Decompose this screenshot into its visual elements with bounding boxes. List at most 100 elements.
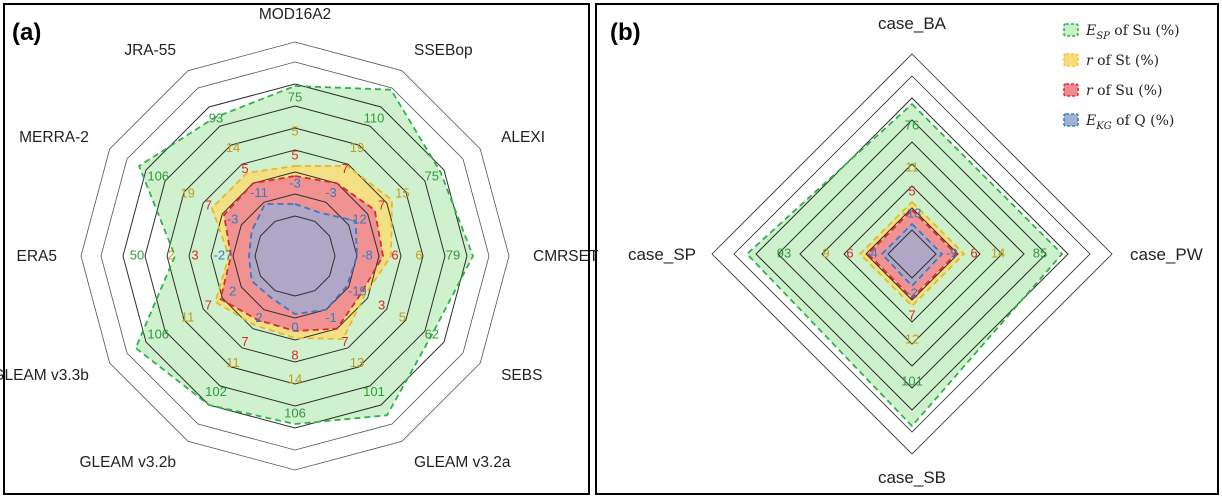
value-label-r_st: 13 xyxy=(350,355,364,370)
grid-ring-a xyxy=(210,171,380,341)
value-label-b-ekg: -2 xyxy=(906,285,918,300)
grid-ring-b xyxy=(711,53,1113,455)
value-label-r_st: 5 xyxy=(399,309,406,324)
value-label-r_su: 7 xyxy=(241,334,248,349)
value-label-r_st: 14 xyxy=(288,371,302,386)
grid-ring-b xyxy=(887,229,937,279)
outline-r_su-b xyxy=(866,208,958,300)
value-label-r_su: 5 xyxy=(241,161,248,176)
outline-r_su-a xyxy=(219,175,384,332)
value-label-b-r_st: 9 xyxy=(822,245,829,260)
axis-label-b-3: case_SP xyxy=(628,245,696,264)
legend-swatch-ekg xyxy=(1063,113,1079,127)
grid-ring-b xyxy=(821,163,1003,345)
panel-a-frame xyxy=(3,3,590,495)
value-label-esp: 106 xyxy=(147,168,169,183)
grid-ring-a xyxy=(144,105,446,407)
value-label-r_su: 6 xyxy=(391,247,398,262)
axis-label-b-0: case_BA xyxy=(878,14,947,33)
value-label-b-r_su: 6 xyxy=(846,245,853,260)
value-label-r_st: 6 xyxy=(415,247,422,262)
value-label-ekg: 2 xyxy=(255,310,262,325)
panel-b-frame xyxy=(595,3,1219,495)
value-label-b-r_st: 12 xyxy=(905,331,919,346)
axis-label-0: MOD16A2 xyxy=(259,6,331,23)
panel-b-label: (b) xyxy=(610,19,641,46)
grid-ring-b xyxy=(777,119,1047,389)
grid-ring-b xyxy=(865,207,959,301)
value-label-r_su: 7 xyxy=(205,197,212,212)
grid-ring-b xyxy=(843,185,981,323)
legend-label-r_su: r of Su (%) xyxy=(1086,83,1163,99)
grid-ring-a xyxy=(80,41,510,471)
value-label-ekg: -3 xyxy=(289,175,301,190)
value-label-esp: 102 xyxy=(205,384,227,399)
value-label-b-esp: 76 xyxy=(905,117,919,132)
value-label-r_su: 7 xyxy=(341,334,348,349)
radar-chart-b: case_BAcase_PWcase_SBcase_SP768510193111… xyxy=(628,14,1203,487)
value-label-r_su: 8 xyxy=(291,347,298,362)
grid-ring-a xyxy=(100,61,490,451)
value-label-b-esp: 85 xyxy=(1033,245,1047,260)
grid-ring-b xyxy=(799,141,1025,367)
value-label-r_st: 11 xyxy=(181,309,195,324)
axis-label-5: GLEAM v3.2a xyxy=(414,454,511,471)
grid-ring-b xyxy=(733,75,1091,433)
axis-label-11: JRA-55 xyxy=(124,42,176,59)
legend-label-esp: ESP of Su (%) xyxy=(1085,23,1180,42)
value-label-esp: 93 xyxy=(209,111,223,126)
value-label-r_su: 7 xyxy=(205,297,212,312)
value-label-b-r_su: 5 xyxy=(908,183,915,198)
value-label-r_su: 5 xyxy=(291,147,298,162)
grid-ring-a xyxy=(188,149,402,363)
legend-swatch-r_st xyxy=(1063,53,1079,67)
axis-label-4: SEBS xyxy=(501,367,542,384)
value-label-r_su: 3 xyxy=(191,247,198,262)
axis-label-9: ERA5 xyxy=(17,248,58,265)
legend: ESP of Su (%) r of St (%) r of Su (%) EKG o… xyxy=(1063,23,1180,132)
value-label-esp: 62 xyxy=(425,326,439,341)
value-label-r_st: 19 xyxy=(180,185,194,200)
value-label-r_st: 11 xyxy=(226,355,240,370)
value-label-esp: 106 xyxy=(147,326,169,341)
value-label-esp: 75 xyxy=(425,168,439,183)
outline-ekg-b xyxy=(880,222,944,288)
value-label-r_su: 7 xyxy=(378,197,385,212)
value-label-r_st: 5 xyxy=(291,123,298,138)
legend-label-r_st: r of St (%) xyxy=(1086,53,1159,69)
axis-label-1: SSEBop xyxy=(414,42,473,59)
axis-label-b-1: case_PW xyxy=(1130,245,1203,264)
value-label-r_st: 15 xyxy=(395,185,409,200)
value-label-b-r_su: 6 xyxy=(970,245,977,260)
value-label-r_st: 2 xyxy=(167,247,174,262)
value-label-b-ekg: -13 xyxy=(903,205,922,220)
grid-ring-a xyxy=(254,215,336,297)
grid-ring-a xyxy=(232,193,358,319)
panel-a-label: (a) xyxy=(12,19,41,46)
axis-label-10: MERRA-2 xyxy=(19,129,89,146)
value-label-ekg: -3 xyxy=(227,211,239,226)
outline-ekg-a xyxy=(248,203,358,315)
grid-ring-b xyxy=(755,97,1069,411)
value-label-ekg: -3 xyxy=(325,185,337,200)
axis-label-7: GLEAM v3.2b xyxy=(80,454,177,471)
value-label-b-ekg: -9 xyxy=(946,245,958,260)
radar-chart-a: MOD16A2 SSEBop ALEXI CMRSET SEBS GLEAM v3.2a G… xyxy=(0,6,599,503)
axis-label-2: ALEXI xyxy=(501,129,545,146)
area-ekg-a xyxy=(249,204,357,314)
value-label-ekg: -12 xyxy=(348,211,367,226)
value-label-ekg: -11 xyxy=(250,185,268,200)
value-label-b-r_st: 11 xyxy=(905,159,919,174)
axis-label-b-2: case_SB xyxy=(878,468,946,487)
value-label-b-esp: 93 xyxy=(777,245,791,260)
value-label-ekg: -8 xyxy=(361,247,373,262)
legend-swatch-esp xyxy=(1063,23,1079,37)
value-label-r_st: 14 xyxy=(226,140,240,155)
value-label-ekg: -19 xyxy=(348,283,367,298)
value-label-esp: 75 xyxy=(288,89,302,104)
value-label-ekg: 2 xyxy=(229,283,236,298)
value-label-ekg: -1 xyxy=(325,310,337,325)
value-label-r_st: 19 xyxy=(350,140,364,155)
axis-label-3: CMRSET xyxy=(533,248,599,265)
